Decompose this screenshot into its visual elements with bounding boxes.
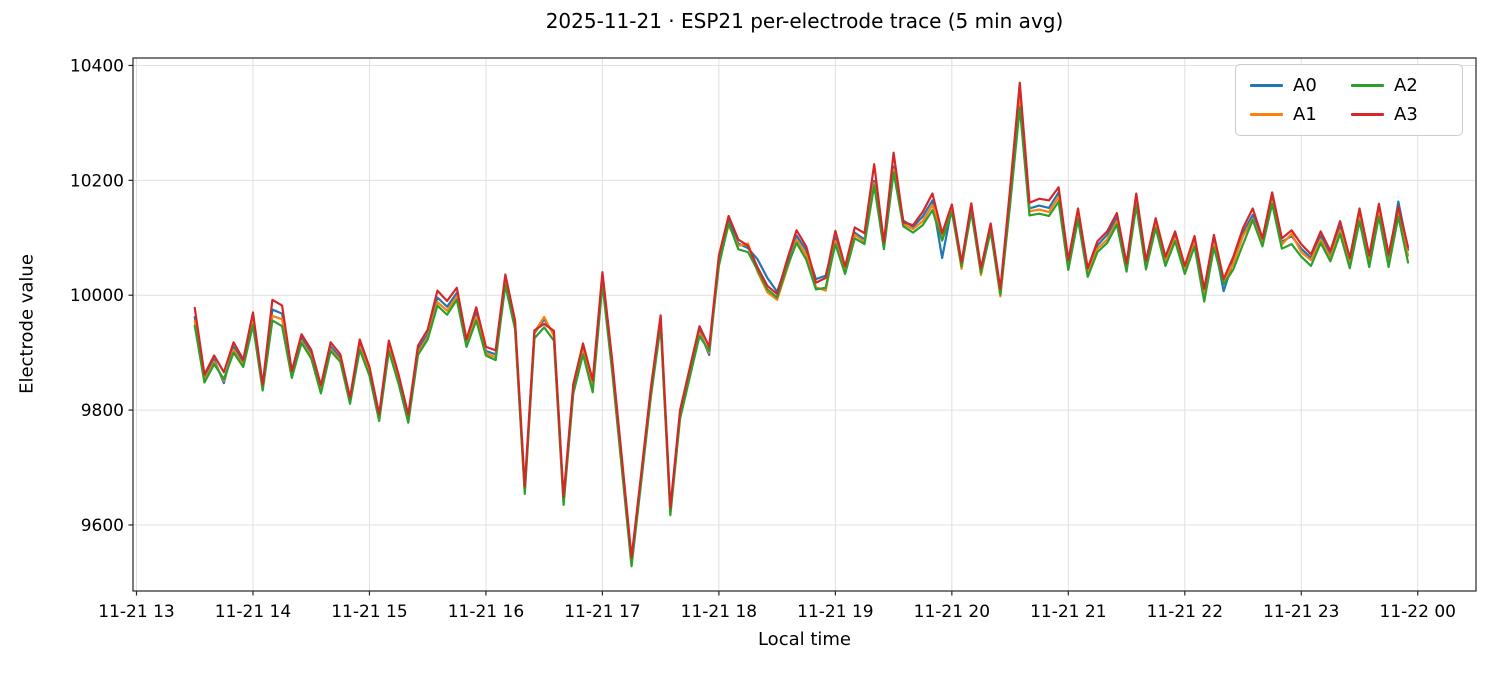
legend-item-a1: A1	[1250, 103, 1351, 125]
y-axis-label: Electrode value	[16, 254, 38, 394]
legend-swatch-a1	[1250, 113, 1283, 116]
x-tick-label: 11-21 16	[448, 602, 524, 622]
legend-item-a2: A2	[1351, 74, 1452, 96]
y-tick-label: 10200	[70, 171, 124, 191]
x-tick-label: 11-21 22	[1147, 602, 1223, 622]
chart-title: 2025-11-21 · ESP21 per-electrode trace (…	[545, 9, 1064, 33]
x-tick-label: 11-21 20	[914, 602, 990, 622]
legend-label-a2: A2	[1394, 74, 1418, 96]
x-tick-label: 11-21 17	[564, 602, 640, 622]
legend-item-a0: A0	[1250, 74, 1351, 96]
x-tick-label: 11-21 21	[1030, 602, 1106, 622]
x-axis-label: Local time	[757, 629, 852, 650]
x-tick-label: 11-22 00	[1380, 602, 1456, 622]
legend-label-a0: A0	[1293, 74, 1317, 96]
legend: A0 A1 A2 A3	[1235, 64, 1463, 136]
x-tick-label: 11-21 14	[215, 602, 291, 622]
legend-item-a3: A3	[1351, 103, 1452, 125]
x-tick-label: 11-21 13	[98, 602, 174, 622]
y-tick-label: 10400	[70, 56, 124, 76]
legend-label-a3: A3	[1394, 103, 1418, 125]
y-tick-label: 9800	[81, 401, 124, 421]
legend-swatch-a0	[1250, 84, 1283, 87]
x-tick-label: 11-21 23	[1263, 602, 1339, 622]
series-line-A1	[193, 98, 1410, 563]
legend-swatch-a3	[1351, 113, 1384, 116]
series-line-A2	[193, 106, 1410, 568]
y-tick-label: 9600	[81, 516, 124, 536]
legend-label-a1: A1	[1293, 103, 1317, 125]
y-tick-label: 10000	[70, 286, 124, 306]
plot-border	[132, 57, 1477, 592]
legend-swatch-a2	[1351, 84, 1384, 87]
series-line-A0	[193, 94, 1410, 561]
x-tick-label: 11-21 15	[331, 602, 407, 622]
series-line-A3	[193, 81, 1410, 559]
x-tick-label: 11-21 18	[681, 602, 757, 622]
x-tick-label: 11-21 19	[797, 602, 873, 622]
